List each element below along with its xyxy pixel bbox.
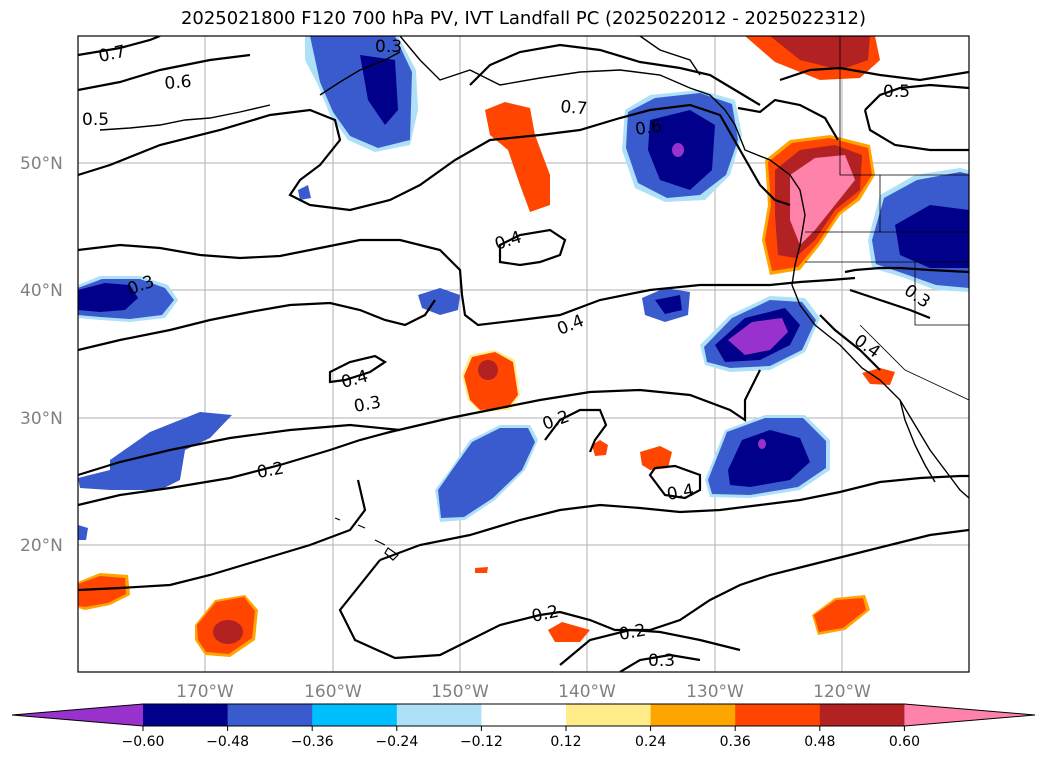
coastlines [99,36,969,499]
contour-label: 0.6 [164,72,193,94]
latitude-labels: 50°N 40°N 30°N 20°N [20,154,63,556]
lon-label: 130°W [686,682,744,702]
colorbar-tick-label: −0.48 [206,734,249,750]
colorbar-tick-label: −0.12 [460,734,503,750]
colorbar-segment [143,704,229,726]
colorbar-tick-label: 0.48 [804,734,835,750]
borders [805,36,969,401]
contour-label: 0.3 [375,37,402,57]
colorbar-segment [735,704,821,726]
lon-label: 120°W [813,682,871,702]
contour-label: 0.5 [883,82,910,102]
lat-label: 40°N [20,281,63,301]
lon-label: 140°W [558,682,616,702]
colorbar-tick-label: 0.12 [550,734,581,750]
colorbar-tick-label: −0.36 [291,734,334,750]
colorbar-extend-low [12,704,143,726]
colorbar-segment [566,704,652,726]
longitude-labels: 170°W 160°W 150°W 140°W 130°W 120°W [176,682,871,702]
lon-label: 170°W [176,682,234,702]
contour-label: 0.2 [617,621,647,645]
colorbar-tick-label: 0.36 [720,734,751,750]
contour-label: 0.5 [82,110,109,130]
contour-label: 0.2 [255,459,285,483]
lat-label: 30°N [20,409,63,429]
lon-label: 160°W [304,682,362,702]
contour-label: 0.3 [648,651,675,671]
colorbar-tick-label: 0.60 [889,734,920,750]
colorbar-segment [396,704,482,726]
colorbar-tick-label: −0.60 [122,734,165,750]
plot-title: 2025021800 F120 700 hPa PV, IVT Landfall… [180,8,867,29]
colorbar-segment [650,704,736,726]
pv-contours [78,36,969,672]
colorbar-tick-label: −0.24 [375,734,418,750]
hawaii-islands [334,517,399,561]
lat-label: 20°N [20,536,63,556]
colorbar-tick-label: 0.24 [635,734,666,750]
colorbar-segment [481,704,567,726]
map-frame [77,35,970,673]
contour-label: 0.6 [634,116,664,140]
colorbar-segment [312,704,398,726]
colorbar-extend-high [904,704,1035,726]
lat-label: 50°N [20,154,63,174]
contour-label: 0.4 [665,481,695,505]
colorbar-segment [819,704,905,726]
colorbar-segment [227,704,313,726]
pc-negative-fill [78,36,969,540]
lon-label: 150°W [431,682,489,702]
contour-label: 0.7 [560,97,589,119]
colorbar: −0.60 −0.48 −0.36 −0.24 −0.12 0.12 0.24 0.36 0.4… [11,703,1036,750]
contour-label: 0.3 [352,393,382,417]
